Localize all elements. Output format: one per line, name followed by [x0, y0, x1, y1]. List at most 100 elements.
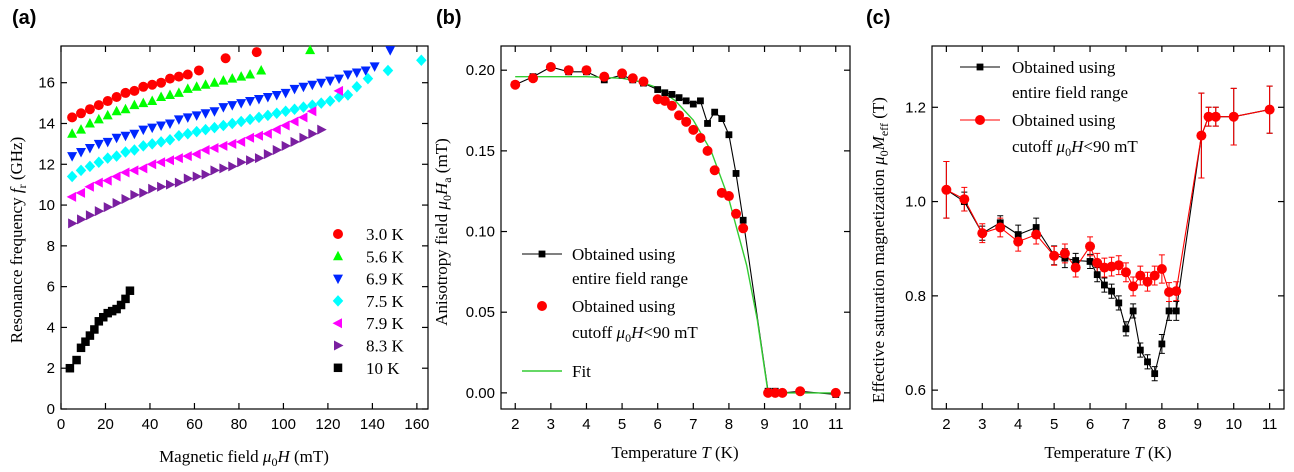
- x-tick-label-a: 40: [142, 416, 159, 433]
- panel-b-xlabel: Temperature T (K): [611, 443, 738, 462]
- data-point: [227, 73, 238, 83]
- data-point: [94, 317, 104, 326]
- data-point: [1228, 111, 1239, 122]
- data-point: [112, 198, 123, 209]
- data-point: [1196, 130, 1207, 141]
- legend-label: 6.9 K: [366, 270, 405, 289]
- x-tick-label-b: 10: [792, 416, 809, 433]
- data-point: [76, 343, 86, 353]
- x-tick-label-b: 8: [725, 416, 733, 433]
- data-point: [244, 132, 255, 143]
- data-point: [253, 111, 265, 124]
- data-point: [67, 112, 78, 123]
- data-point: [246, 155, 256, 166]
- data-point: [545, 61, 556, 72]
- data-point: [271, 124, 281, 135]
- data-point: [121, 193, 132, 204]
- data-point: [316, 78, 327, 89]
- data-point: [1151, 370, 1159, 378]
- data-point: [164, 134, 176, 146]
- legend-marker: [332, 295, 344, 307]
- data-point: [129, 144, 140, 156]
- data-point: [280, 88, 291, 99]
- x-tick-label-c: 9: [1194, 416, 1202, 433]
- data-point: [732, 170, 740, 177]
- x-tick-label-a: 120: [315, 416, 340, 433]
- y-tick-label-a: 6: [47, 279, 55, 296]
- data-point: [217, 140, 228, 151]
- plot-area-a: 0 20 40 60 80 100 120 140 160 0 2 4 6 8 10 12 14 16: [38, 44, 429, 433]
- data-point: [704, 120, 711, 127]
- data-point: [147, 95, 158, 106]
- panel-a-ylabel: Resonance frequency fr (GHz): [7, 137, 29, 344]
- data-point: [675, 94, 683, 102]
- data-point: [1049, 250, 1060, 261]
- panel-c-label: (c): [866, 7, 890, 29]
- data-point: [702, 145, 713, 156]
- data-point: [528, 73, 539, 84]
- x-tick-label-b: 6: [654, 416, 662, 433]
- x-tick-label-a: 80: [231, 416, 248, 433]
- legend-b: Obtained using entire field range Obtained…: [522, 245, 698, 381]
- data-point: [298, 101, 309, 113]
- data-point: [1144, 358, 1151, 366]
- data-point: [299, 132, 309, 143]
- data-point: [1086, 258, 1094, 265]
- data-point: [1115, 299, 1123, 307]
- data-point: [1032, 224, 1040, 231]
- data-point: [654, 86, 662, 93]
- data-point: [235, 115, 247, 128]
- data-point: [351, 81, 363, 93]
- data-point: [174, 177, 185, 188]
- y-tick-label-a: 8: [47, 238, 55, 255]
- data-point: [711, 108, 719, 116]
- data-point: [1136, 346, 1144, 354]
- data-point: [201, 169, 212, 180]
- panel-b-ylabel: Anisotropy field μ0Ha (mT): [432, 138, 454, 326]
- x-tick-label-c: 6: [1086, 416, 1094, 433]
- data-point: [1142, 276, 1153, 287]
- data-point: [137, 163, 148, 174]
- data-point: [280, 120, 290, 131]
- data-point: [256, 64, 267, 75]
- legend-marker: [333, 274, 343, 285]
- data-point: [627, 73, 638, 84]
- y-tick-label-b: 0.05: [466, 304, 495, 321]
- data-point: [191, 81, 202, 91]
- data-point: [1264, 104, 1275, 115]
- data-point: [102, 175, 112, 186]
- data-point: [84, 143, 95, 154]
- data-point: [146, 138, 158, 150]
- data-point: [227, 117, 238, 130]
- y-tick-label-c: 1.0: [905, 194, 926, 211]
- data-point: [244, 113, 256, 126]
- y-tick-label-a: 0: [47, 401, 55, 418]
- data-point: [200, 145, 210, 156]
- data-point: [164, 73, 175, 84]
- legend-label: 5.6 K: [366, 247, 405, 266]
- data-point: [93, 177, 103, 188]
- data-point: [1014, 231, 1022, 238]
- y-tick-label-c: 1.2: [905, 99, 926, 116]
- data-point: [1085, 241, 1096, 252]
- data-point: [90, 325, 99, 334]
- data-point: [262, 92, 273, 103]
- legend-marker: [976, 63, 984, 71]
- x-tick-label-c: 8: [1158, 416, 1166, 433]
- data-point: [93, 100, 104, 111]
- data-point: [1172, 307, 1180, 315]
- x-tick-label-b: 3: [547, 416, 555, 433]
- legend-label: cutoff μ0H<90 mT: [1012, 137, 1138, 159]
- y-tick-label-b: 0.10: [466, 224, 495, 241]
- x-tick-label-c: 7: [1122, 416, 1130, 433]
- data-point: [1059, 248, 1070, 259]
- data-point: [130, 189, 140, 200]
- panel-a: (a) Resonance frequency fr (GHz) Magneti…: [7, 7, 429, 469]
- data-point: [129, 85, 140, 96]
- panel-b: (b) Anisotropy field μ0Ha (mT) Temperatu…: [432, 7, 851, 462]
- data-point: [155, 136, 167, 148]
- data-point: [977, 228, 988, 239]
- data-point: [164, 89, 175, 99]
- data-point: [68, 218, 78, 229]
- y-tick-label-b: 0.15: [466, 143, 495, 160]
